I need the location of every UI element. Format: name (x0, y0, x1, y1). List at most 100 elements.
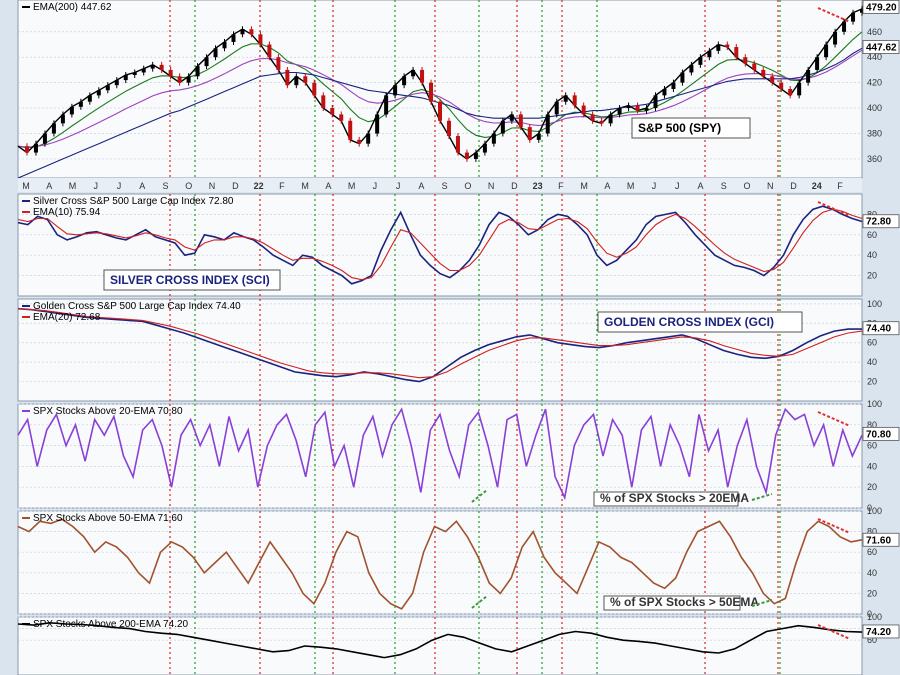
candle-body (851, 12, 856, 22)
candle-body (734, 47, 739, 58)
candle-body (393, 85, 398, 96)
x-tick-label: F (279, 181, 285, 191)
last-value-box (862, 426, 900, 441)
x-tick-label: A (325, 181, 331, 191)
y-tick-label: 100 (867, 506, 882, 516)
legend-entry: SPX Stocks Above 20-EMA 70.80 (33, 406, 183, 417)
candle-body (860, 8, 864, 13)
panel-gci: 20406080100Golden Cross S&P 500 Large Ca… (17, 298, 900, 402)
last-value-box (862, 532, 900, 547)
candle-body (420, 69, 425, 83)
candle-body (797, 82, 802, 96)
x-tick-label: A (46, 181, 52, 191)
legend-entry: EMA(200) 447.62 (33, 2, 112, 13)
y-tick-label: 20 (867, 377, 877, 387)
candle-body (438, 101, 442, 121)
panel-pct20: 0 20 40 60 80 100 SPX Stocks Above 20-EMA 70.8… (17, 399, 900, 513)
candle-body (716, 44, 721, 51)
x-tick-label: M (301, 181, 309, 191)
candle-body (348, 120, 353, 140)
candle-body (42, 133, 47, 144)
y-tick-label: 40 (867, 568, 877, 578)
candle-body (635, 105, 640, 111)
last-value-label: 72.80 (866, 217, 891, 228)
x-tick-label: J (675, 181, 680, 191)
x-tick-label: M (69, 181, 77, 191)
divergence-red-line (817, 201, 851, 217)
x-tick-label: F (837, 181, 843, 191)
candle-body (500, 120, 505, 134)
y-tick-label: 100 (867, 612, 882, 622)
candle-body (177, 76, 182, 83)
legend-entry: EMA(20) 72.68 (33, 312, 101, 323)
annotation-label: SILVER CROSS INDEX (SCI) (110, 273, 270, 287)
candle-body (608, 114, 613, 124)
y-tick-label: 20 (867, 271, 877, 281)
x-tick-label: D (790, 181, 797, 191)
x-tick-label: F (558, 181, 564, 191)
y-tick-label: 20 (867, 482, 877, 492)
candle-body (249, 29, 254, 35)
x-tick-label: 24 (812, 181, 822, 191)
candle-body (617, 108, 622, 115)
x-tick-label: D (232, 181, 239, 191)
annotation-label: % of SPX Stocks > 20EMA (600, 491, 749, 505)
candle-body (87, 95, 92, 102)
candle-body (150, 64, 155, 69)
x-tick-label: A (418, 181, 424, 191)
candle-body (51, 123, 56, 134)
candle-body (698, 57, 703, 65)
y-tick-label: 380 (867, 129, 882, 139)
candle-body (375, 114, 380, 134)
annotation-label: % of SPX Stocks > 50EMA (610, 595, 759, 609)
last-value-box (862, 624, 900, 639)
annotation-box (593, 491, 739, 507)
candle-body (222, 41, 227, 49)
candle-body (276, 57, 281, 70)
series-line-gci-1 (17, 308, 863, 379)
candle-body (761, 69, 766, 77)
candle-body (69, 106, 74, 115)
candle-body (536, 133, 541, 140)
last-value-label: 447.62 (866, 43, 897, 54)
candle-body (285, 69, 290, 86)
annotation-label: S&P 500 (SPY) (638, 121, 721, 135)
panel-sci: 20406080Silver Cross S&P 500 Large Cap I… (17, 193, 900, 297)
last-value-label: 70.80 (866, 429, 891, 440)
x-tick-label: S (721, 181, 727, 191)
candle-body (518, 114, 523, 128)
candle-body (752, 63, 757, 70)
candle-body (96, 90, 101, 96)
legend-entry: Silver Cross S&P 500 Large Cap Index 72.… (33, 196, 234, 207)
x-tick-label: J (373, 181, 378, 191)
candle-body (204, 57, 209, 67)
y-tick-label: 60 (867, 441, 877, 451)
candle-body (141, 68, 146, 73)
y-tick-label: 60 (867, 230, 877, 240)
plot-area (17, 616, 863, 675)
x-axis: M A M J J A S O N D 22 F M A M J J A S O N D 23 F M A M J J A S O N D 24 F (18, 178, 862, 192)
candle-body (689, 64, 694, 73)
candle-body (824, 44, 829, 58)
x-tick-label: S (442, 181, 448, 191)
ema-mid-line (17, 49, 863, 148)
candle-body (554, 101, 559, 115)
last-value-label: 74.40 (866, 324, 891, 335)
candle-body (78, 101, 83, 107)
candle-body (779, 82, 784, 89)
y-tick-label: 40 (867, 250, 877, 260)
candle-body (312, 82, 317, 96)
plot-area (17, 403, 863, 509)
candle-body (482, 143, 487, 153)
candle-body (267, 44, 272, 58)
x-tick-label: N (209, 181, 216, 191)
candle-body (473, 152, 478, 159)
x-tick-label: M (22, 181, 30, 191)
candle-body (60, 114, 65, 124)
last-value-label: 71.60 (866, 535, 891, 546)
y-tick-label: 80 (867, 527, 877, 537)
candle-body (491, 133, 496, 144)
x-tick-label: M (627, 181, 635, 191)
x-tick-label: 23 (533, 181, 543, 191)
